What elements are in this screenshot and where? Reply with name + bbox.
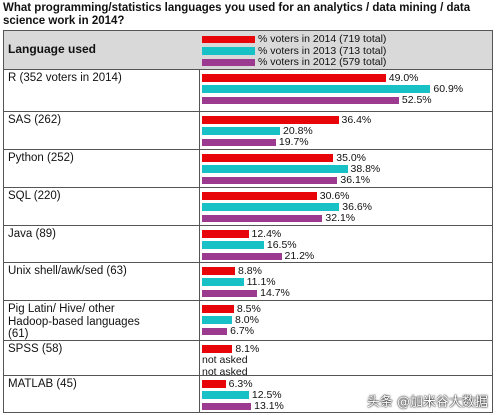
category-label: Unix shell/awk/sed (63) [8, 265, 127, 277]
value-label: 60.9% [433, 82, 464, 95]
bar [202, 252, 282, 261]
bar [202, 402, 252, 411]
value-label: 16.5% [266, 238, 297, 251]
column-divider [199, 31, 200, 412]
legend-swatch [202, 58, 255, 66]
bar [202, 305, 234, 313]
value-label: 36.1% [340, 174, 371, 187]
category-row: Unix shell/awk/sed (63) 8.8% 11.1% 14.7% [4, 262, 492, 300]
value-label: 49.0% [388, 71, 419, 84]
category-label: R (352 voters in 2014) [8, 72, 122, 84]
bar [202, 230, 249, 238]
value-label: 38.8% [350, 162, 381, 175]
value-label: 30.6% [319, 189, 350, 202]
bar [202, 138, 276, 147]
bar [202, 165, 348, 173]
value-label: 8.0% [235, 313, 259, 326]
category-row: SAS (262) 36.4% 20.8% 19.7% [4, 111, 492, 149]
bar [202, 380, 226, 388]
value-label: 20.8% [283, 124, 313, 137]
header-row: Language used % voters in 2014 (719 total… [4, 31, 492, 69]
bar [202, 96, 399, 105]
bar [202, 85, 431, 93]
bar [202, 116, 339, 124]
value-label: 52.5% [401, 94, 432, 107]
value-label: 11.1% [246, 275, 276, 288]
category-row: Pig Latin/ Hive/ other Hadoop-based lang… [4, 300, 492, 340]
category-row: SQL (220) 30.6% 36.6% 32.1% [4, 187, 492, 225]
value-label: 36.4% [341, 113, 372, 126]
value-label: 32.1% [325, 212, 356, 225]
value-label: 21.2% [284, 250, 315, 263]
value-label: 19.7% [278, 136, 309, 149]
value-label: 35.0% [336, 151, 367, 164]
bar [202, 203, 340, 211]
bar [202, 127, 280, 135]
legend-swatch [202, 47, 255, 55]
bar [202, 345, 233, 353]
legend-entry: % voters in 2012 (579 total) [258, 56, 387, 68]
value-label: 8.5% [236, 302, 261, 315]
value-label: 12.4% [251, 227, 282, 240]
bar [202, 192, 317, 200]
bar [202, 267, 235, 275]
value-label: 6.7% [230, 325, 255, 338]
legend-entry: % voters in 2014 (719 total) [258, 33, 387, 45]
bar [202, 289, 258, 298]
category-row: MATLAB (45) 6.3% 12.5% 13.1% [4, 375, 492, 413]
category-label: Python (252) [8, 152, 74, 164]
category-row: Python (252) 35.0% 38.8% 36.1% [4, 149, 492, 187]
value-label: 14.7% [260, 287, 290, 300]
value-label: 36.6% [342, 200, 373, 213]
bar [202, 214, 323, 223]
header-label: Language used [8, 42, 97, 56]
bar [202, 154, 334, 162]
value-label: 12.5% [251, 388, 282, 401]
chart-table: Language used % voters in 2014 (719 total… [3, 30, 493, 413]
value-label: 13.1% [254, 400, 284, 413]
bar [202, 391, 249, 399]
bar [202, 316, 232, 324]
category-label: SQL (220) [8, 190, 61, 202]
value-label: 8.1% [235, 342, 260, 355]
category-row: Java (89) 12.4% 16.5% 21.2% [4, 225, 492, 262]
bar [202, 74, 386, 82]
legend-entry: % voters in 2013 (713 total) [258, 44, 387, 57]
chart-title: What programming/statistics languages yo… [3, 2, 471, 27]
category-label: SAS (262) [8, 114, 62, 126]
bar [202, 176, 338, 185]
bar [202, 241, 264, 249]
value-label: 6.3% [228, 377, 253, 390]
category-label: MATLAB (45) [8, 378, 77, 390]
watermark: 头条 @加米谷大数据 [366, 395, 488, 410]
category-row: R (352 voters in 2014) 49.0% 60.9% 52.5% [4, 69, 492, 111]
category-row: SPSS (58) 8.1% not asked not asked [4, 340, 492, 378]
category-label: SPSS (58) [8, 343, 63, 355]
bar [202, 327, 228, 336]
bar [202, 278, 244, 286]
value-label: 8.8% [238, 264, 262, 277]
category-label: Pig Latin/ Hive/ other Hadoop-based lang… [8, 303, 140, 340]
category-label: Java (89) [8, 228, 56, 240]
legend-swatch [202, 35, 255, 43]
not-asked-label: not asked [202, 354, 248, 367]
not-asked-label: not asked [202, 365, 248, 378]
